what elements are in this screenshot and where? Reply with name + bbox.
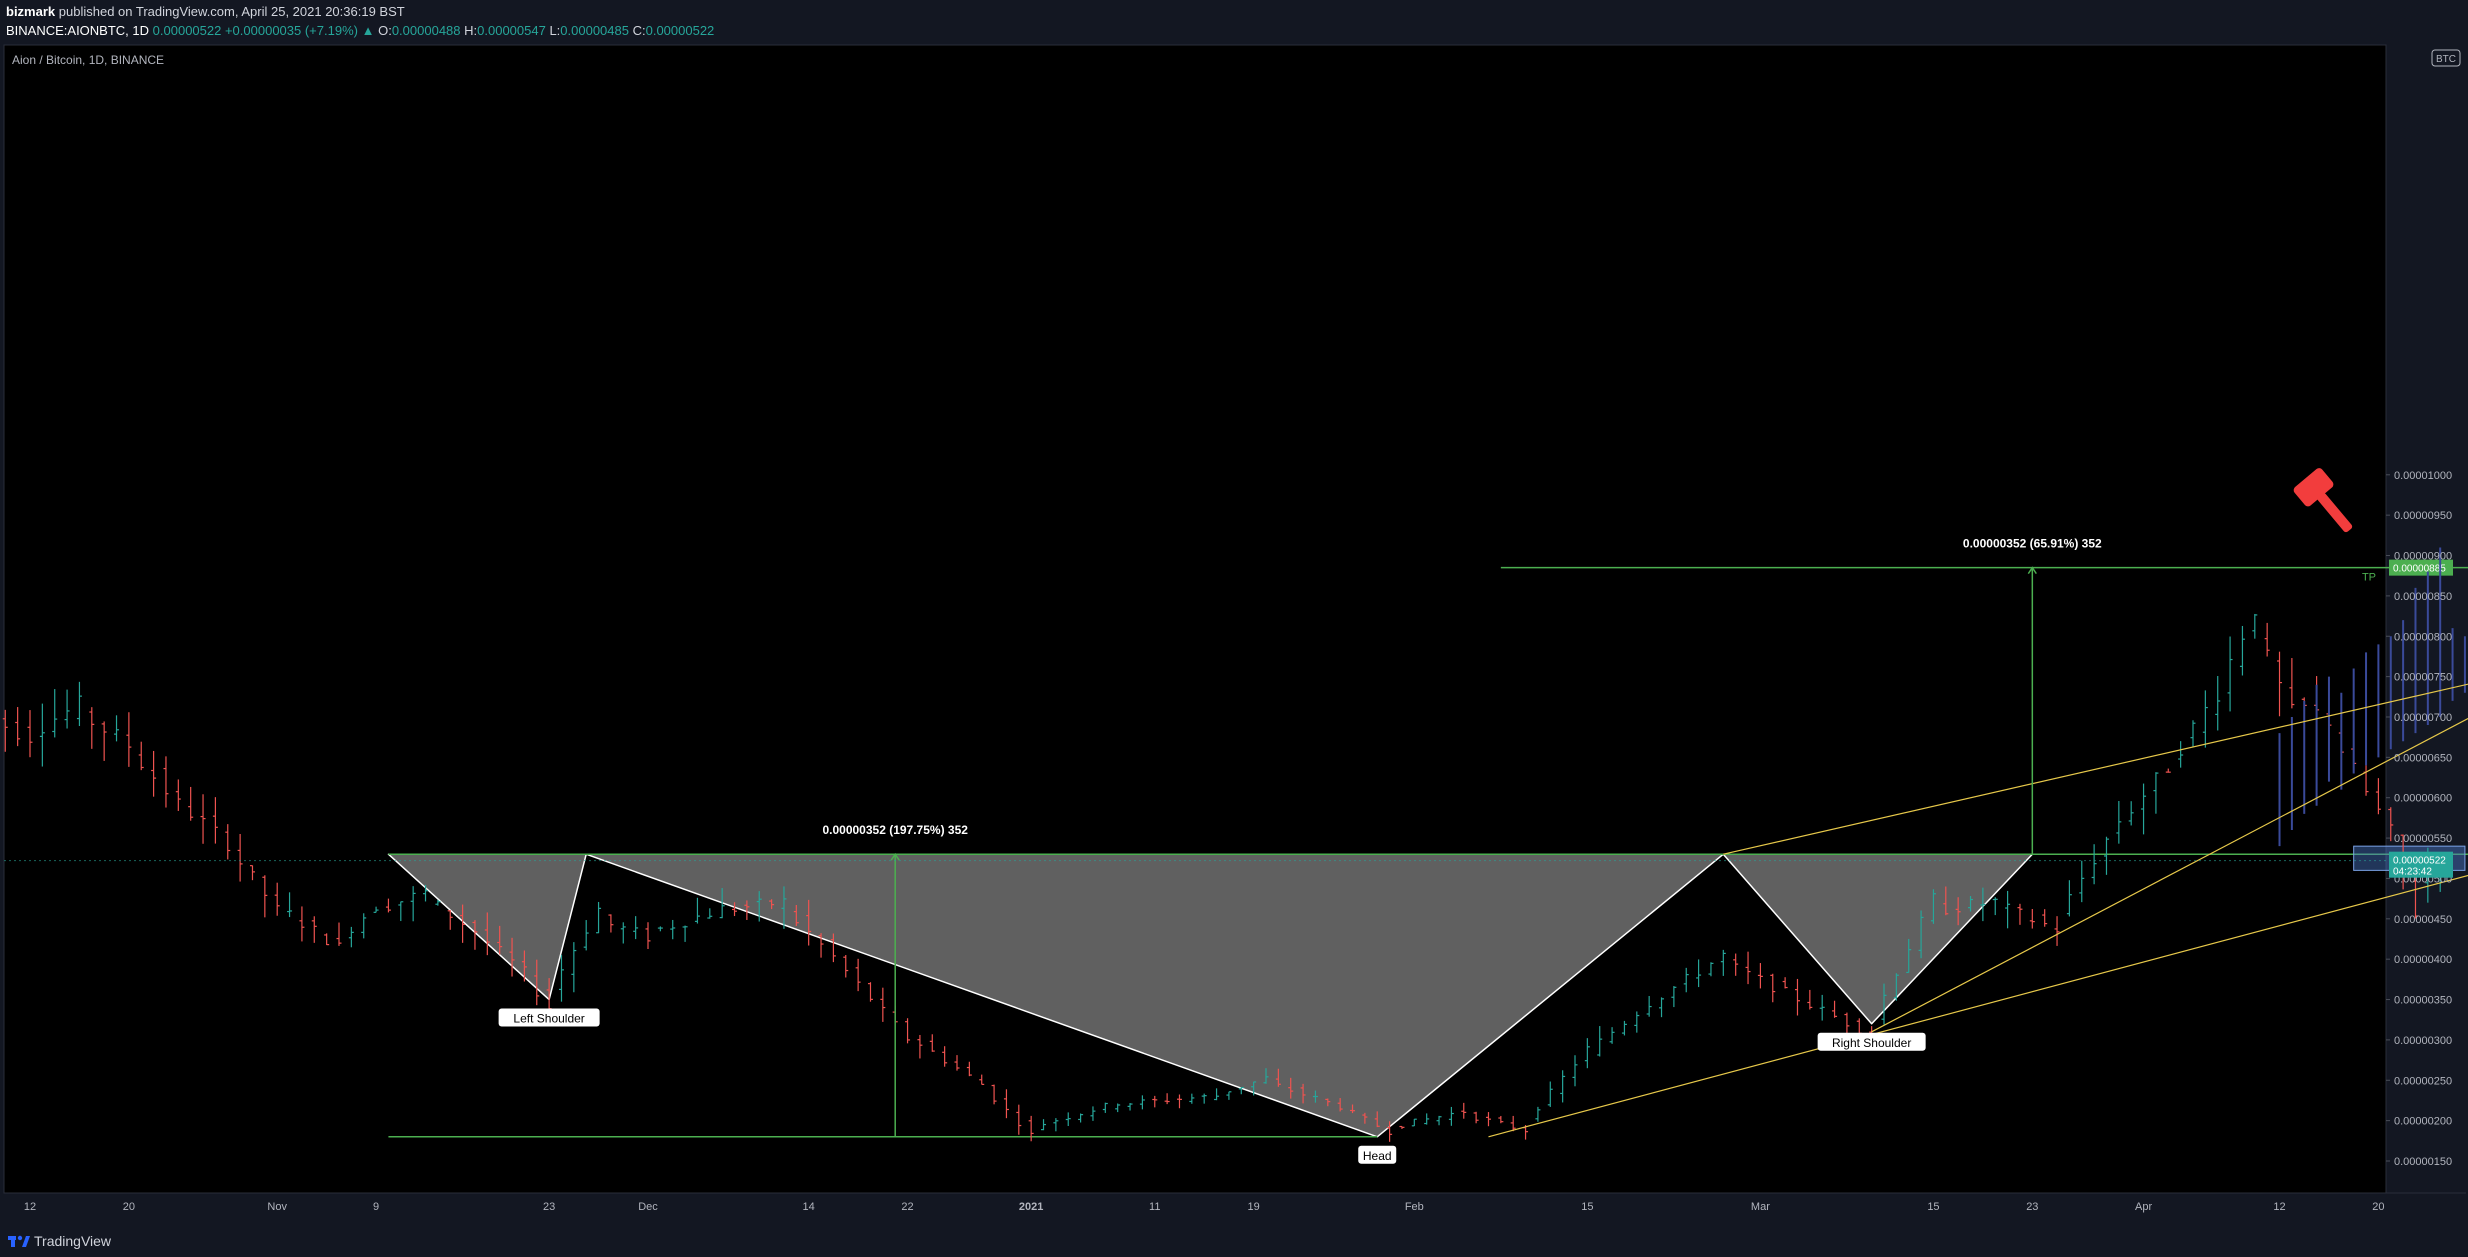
symbol-line: BINANCE:AIONBTC, 1D 0.00000522 +0.000000… xyxy=(6,23,714,38)
time-tick-label: 12 xyxy=(24,1201,36,1213)
price-tick-label: 0.00000600 xyxy=(2394,793,2452,805)
close-key: C: xyxy=(632,23,646,38)
pattern-label-box xyxy=(1358,1145,1397,1164)
price-change: +0.00000035 (+7.19%) xyxy=(224,23,358,38)
time-tick-label: Feb xyxy=(1405,1201,1424,1213)
time-axis[interactable]: 12 20 Nov 9 23 Dec 14 22 2021 11 19 Feb 15 Mar 15 23 Apr… xyxy=(24,1201,2468,1213)
chart-title: Aion / Bitcoin, 1D, BINANCE xyxy=(12,53,164,67)
pattern-labels: Left Shoulder Head Right Shoulder xyxy=(498,1008,1926,1164)
trendline xyxy=(1488,874,2468,1138)
horizontal-levels: TP 0.00000885 xyxy=(388,559,2468,1138)
time-tick-label: 15 xyxy=(1581,1201,1593,1213)
current-price-badge xyxy=(2389,851,2453,878)
high-key: H: xyxy=(464,23,478,38)
last-price: 0.00000522 xyxy=(152,23,222,38)
publish-line: bizmark published on TradingView.com, Ap… xyxy=(6,4,405,19)
price-tick-label: 0.00001000 xyxy=(2394,470,2452,482)
open-value: 0.00000488 xyxy=(391,23,461,38)
time-tick-label: 12 xyxy=(2273,1201,2285,1213)
price-tick-label: 0.00000950 xyxy=(2394,510,2452,522)
time-tick-label: 20 xyxy=(123,1201,135,1213)
pattern-label-box xyxy=(1817,1032,1926,1051)
currency-badge-text: BTC xyxy=(2436,54,2456,65)
trendline xyxy=(1871,717,2468,1033)
time-tick-label: Dec xyxy=(638,1201,658,1213)
pattern-label-box xyxy=(498,1008,600,1027)
pattern-label: Head xyxy=(1363,1149,1392,1163)
head-and-shoulders-pattern xyxy=(387,853,2034,1138)
tradingview-logo-icon[interactable] xyxy=(8,1234,30,1248)
price-tick-label: 0.00000400 xyxy=(2394,954,2452,966)
measure-arrow xyxy=(2027,566,2037,575)
trendline xyxy=(1723,683,2468,855)
measure-label: 0.00000352 (197.75%) 352 xyxy=(822,823,968,837)
time-tick-label: Apr xyxy=(2135,1201,2152,1213)
price-tick-label: 0.00000700 xyxy=(2394,712,2452,724)
price-tick-label: 0.00000550 xyxy=(2394,833,2452,845)
tp-axis-label: 0.00000885 xyxy=(2393,564,2446,575)
tp-tag: TP xyxy=(2362,572,2376,584)
currency-badge[interactable]: BTC xyxy=(2431,49,2461,67)
current-price-label: 0.00000522 xyxy=(2393,856,2446,867)
high-value: 0.00000547 xyxy=(477,23,546,38)
time-tick-label: 14 xyxy=(803,1201,815,1213)
pattern-fill xyxy=(387,853,2034,1138)
time-tick-label: 22 xyxy=(901,1201,913,1213)
author-name[interactable]: bizmark xyxy=(6,4,56,19)
price-tick-label: 0.00000450 xyxy=(2394,914,2452,926)
time-tick-label: 23 xyxy=(543,1201,555,1213)
pattern-label: Left Shoulder xyxy=(513,1012,584,1026)
measure-label: 0.00000352 (65.91%) 352 xyxy=(1963,537,2102,551)
annotation-icons xyxy=(2293,468,2353,533)
price-tick-label: 0.00000900 xyxy=(2394,551,2452,563)
close-value: 0.00000522 xyxy=(645,23,715,38)
open-key: O: xyxy=(378,23,392,38)
low-key: L: xyxy=(549,23,561,38)
price-tick-label: 0.00000150 xyxy=(2394,1156,2452,1168)
candles xyxy=(2,613,2443,1142)
time-tick-label: 9 xyxy=(373,1201,379,1213)
price-tick-label: 0.00000850 xyxy=(2394,591,2452,603)
time-tick-label: 15 xyxy=(1927,1201,1939,1213)
time-tick-label: Mar xyxy=(1751,1201,1770,1213)
price-chart[interactable]: TP0.00000885 0.00000352 (197.75%) 3520.0… xyxy=(0,44,2468,1226)
up-arrow-icon: ▲ xyxy=(361,23,375,38)
price-tick-label: 0.00000200 xyxy=(2394,1116,2452,1128)
time-tick-label: Nov xyxy=(267,1201,287,1213)
countdown-label: 04:23:42 xyxy=(2393,867,2432,878)
time-tick-label: 23 xyxy=(2026,1201,2038,1213)
gavel-icon xyxy=(2293,468,2353,533)
price-tick-label: 0.00000800 xyxy=(2394,631,2452,643)
measure-arrow xyxy=(890,852,900,861)
trendlines xyxy=(1488,683,2468,1138)
footer-bar: TradingView xyxy=(0,1226,2468,1257)
published-text: published on TradingView.com, April 25, … xyxy=(58,4,405,19)
price-axis[interactable]: 0.00000150 0.00000200 0.00000250 0.00000300… xyxy=(4,470,2453,1168)
price-tick-label: 0.00000350 xyxy=(2394,995,2452,1007)
price-tick-label: 0.00000650 xyxy=(2394,752,2452,764)
low-value: 0.00000485 xyxy=(560,23,629,38)
time-tick-label: 20 xyxy=(2372,1201,2384,1213)
time-tick-label: 2021 xyxy=(1019,1201,1043,1213)
price-tick-label: 0.00000750 xyxy=(2394,672,2452,684)
chart-header: bizmark published on TradingView.com, Ap… xyxy=(0,0,2468,44)
measure-tools: 0.00000352 (197.75%) 352 0.00000352 (65.9… xyxy=(822,537,2102,1137)
footer-brand[interactable]: TradingView xyxy=(34,1233,112,1249)
tp-axis-badge xyxy=(2389,559,2453,576)
pattern-label: Right Shoulder xyxy=(1832,1036,1911,1050)
symbol-label[interactable]: BINANCE:AIONBTC, 1D xyxy=(6,23,150,38)
time-tick-label: 19 xyxy=(1248,1201,1260,1213)
price-tick-label: 0.00000250 xyxy=(2394,1075,2452,1087)
time-tick-label: 11 xyxy=(1149,1201,1160,1213)
price-tick-label: 0.00000300 xyxy=(2394,1035,2452,1047)
